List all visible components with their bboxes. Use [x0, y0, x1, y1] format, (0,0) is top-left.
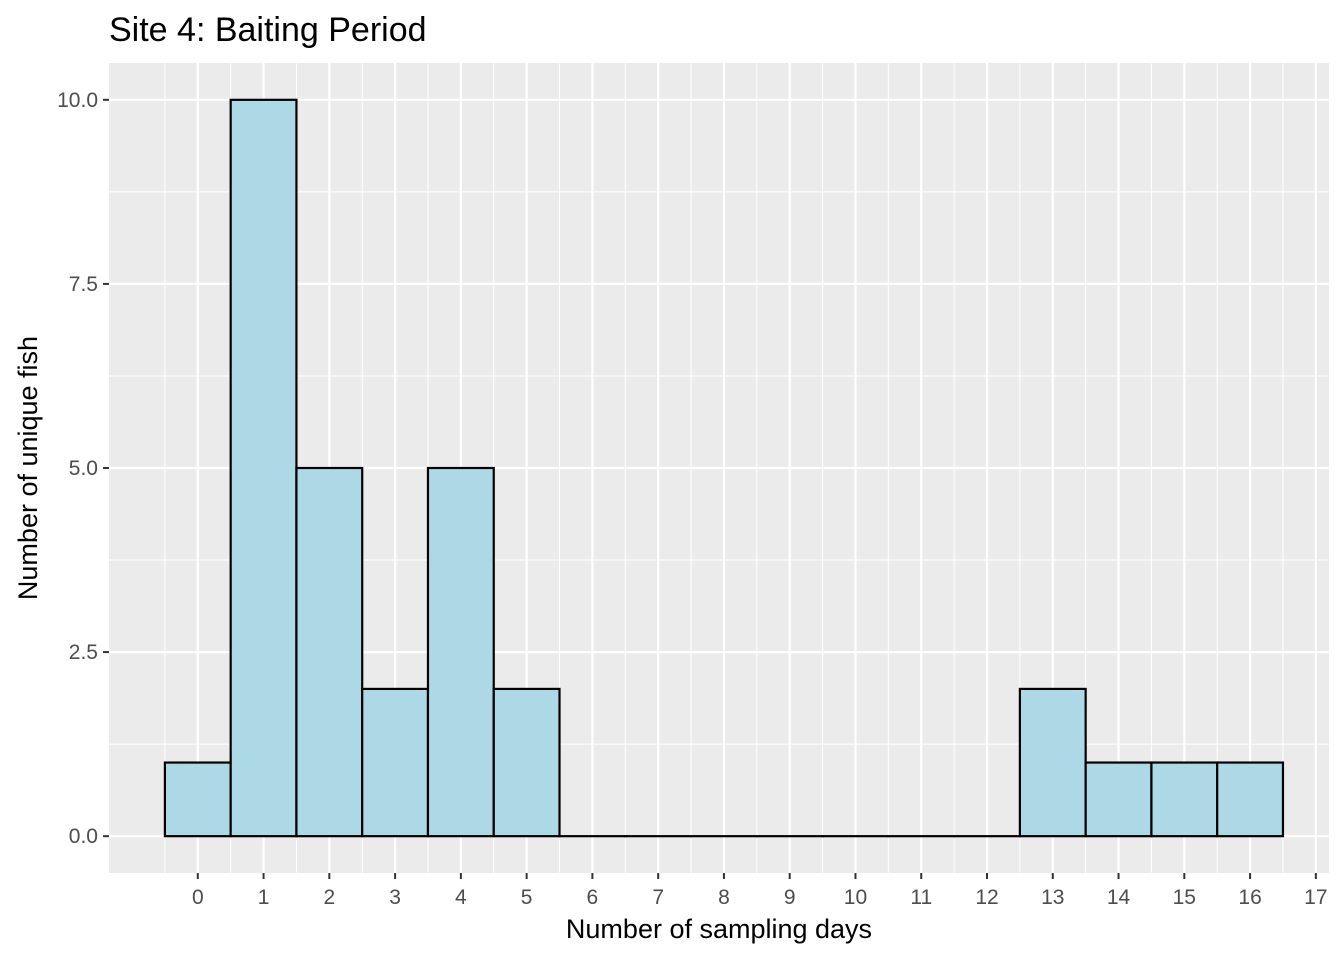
x-tick-label: 6: [587, 886, 599, 909]
x-tick-label: 0: [192, 886, 204, 909]
y-tick-label: 5.0: [69, 457, 98, 480]
x-tick-label: 10: [844, 886, 867, 909]
x-tick-label: 2: [323, 886, 335, 909]
bar-16: [1217, 763, 1283, 837]
x-tick-label: 14: [1107, 886, 1131, 909]
x-tick-label: 1: [258, 886, 270, 909]
x-tick-label: 9: [784, 886, 796, 909]
x-axis-title: Number of sampling days: [566, 914, 872, 944]
bar-2: [296, 468, 362, 836]
y-tick-label: 2.5: [69, 641, 98, 664]
bar-5: [494, 689, 560, 836]
x-tick-label: 11: [910, 886, 932, 909]
chart-title: Site 4: Baiting Period: [109, 11, 427, 49]
x-tick-label: 15: [1173, 886, 1196, 909]
x-tick-label: 12: [975, 886, 998, 909]
bar-3: [362, 689, 428, 836]
x-tick-label: 16: [1238, 886, 1261, 909]
bar-4: [428, 468, 494, 836]
y-axis: 0.0 2.5 5.0 7.5 10.0: [57, 89, 109, 848]
x-tick-label: 4: [455, 886, 467, 909]
bar-13: [1020, 689, 1086, 836]
y-tick-label: 10.0: [57, 89, 98, 112]
x-tick-label: 13: [1041, 886, 1064, 909]
x-tick-label: 17: [1304, 886, 1327, 909]
x-tick-label: 8: [718, 886, 730, 909]
y-tick-label: 0.0: [69, 825, 98, 848]
x-tick-label: 7: [652, 886, 664, 909]
bar-14: [1086, 763, 1152, 837]
bar-1: [231, 100, 297, 836]
bar-0: [165, 763, 231, 837]
x-tick-label: 5: [521, 886, 533, 909]
x-tick-label: 3: [389, 886, 401, 909]
bar-15: [1151, 763, 1217, 837]
y-axis-title: Number of unique fish: [13, 336, 43, 600]
y-tick-label: 7.5: [69, 273, 98, 296]
